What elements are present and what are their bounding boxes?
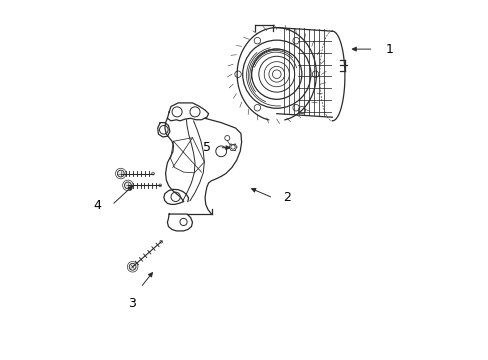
Circle shape <box>124 182 131 189</box>
Text: 1: 1 <box>385 42 393 55</box>
Circle shape <box>117 170 124 177</box>
Circle shape <box>159 184 162 187</box>
Text: 3: 3 <box>127 297 135 310</box>
Text: 2: 2 <box>283 192 291 204</box>
Text: 4: 4 <box>93 199 101 212</box>
Circle shape <box>129 264 136 270</box>
Circle shape <box>151 172 154 175</box>
Text: 5: 5 <box>203 141 210 154</box>
Circle shape <box>160 240 163 243</box>
